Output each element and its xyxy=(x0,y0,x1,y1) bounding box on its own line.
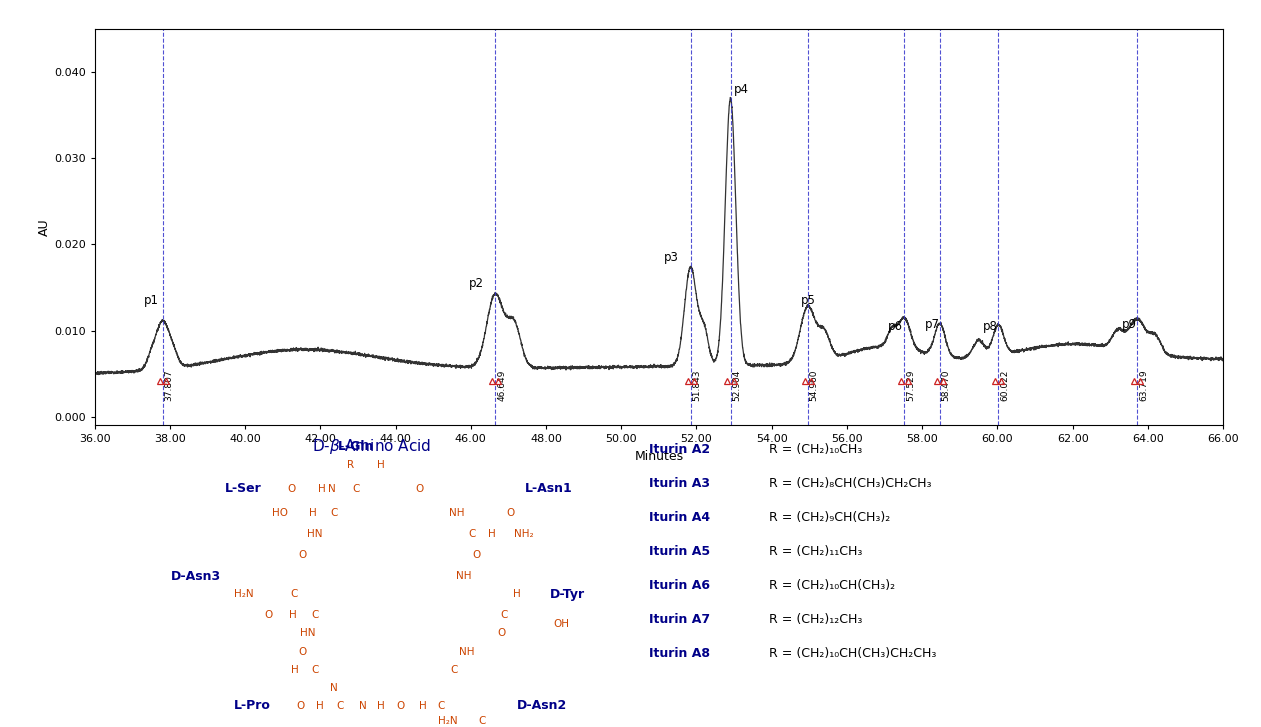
Text: H: H xyxy=(377,701,385,711)
Text: C: C xyxy=(290,590,298,599)
Text: O: O xyxy=(299,646,306,656)
Text: p9: p9 xyxy=(1122,318,1137,331)
Text: H: H xyxy=(377,459,385,470)
Text: D-Asn3: D-Asn3 xyxy=(170,570,221,582)
Text: R = (CH₂)₁₀CH(CH₃)₂: R = (CH₂)₁₀CH(CH₃)₂ xyxy=(769,579,895,593)
Text: p5: p5 xyxy=(801,294,816,308)
Text: O: O xyxy=(296,701,304,711)
Text: L-Gln: L-Gln xyxy=(338,440,373,453)
Text: Iturin A3: Iturin A3 xyxy=(649,477,710,490)
Text: p2: p2 xyxy=(469,277,484,290)
Text: N: N xyxy=(359,701,367,711)
Text: D-Tyr: D-Tyr xyxy=(550,587,585,601)
Text: H: H xyxy=(318,483,325,494)
Text: C: C xyxy=(311,664,319,675)
Text: p8: p8 xyxy=(984,320,999,333)
Text: p4: p4 xyxy=(734,84,749,96)
Text: H: H xyxy=(289,611,296,620)
Text: H: H xyxy=(291,664,299,675)
Text: D-$\beta$-Amino Acid: D-$\beta$-Amino Acid xyxy=(313,438,431,457)
Text: C: C xyxy=(337,701,344,711)
Text: 37.807: 37.807 xyxy=(164,369,174,401)
Text: N: N xyxy=(330,683,338,693)
Text: L-Ser: L-Ser xyxy=(224,482,262,495)
Text: C: C xyxy=(468,529,475,539)
Text: C: C xyxy=(352,483,359,494)
Text: 46.649: 46.649 xyxy=(497,369,506,401)
Text: O: O xyxy=(416,483,424,494)
Text: 63.719: 63.719 xyxy=(1139,369,1149,401)
Text: C: C xyxy=(438,701,445,711)
Text: H: H xyxy=(317,701,324,711)
Text: R = (CH₂)₁₂CH₃: R = (CH₂)₁₂CH₃ xyxy=(769,614,863,627)
Text: p6: p6 xyxy=(888,320,903,333)
Text: L-Asn1: L-Asn1 xyxy=(525,482,572,495)
Text: NH₂: NH₂ xyxy=(513,529,533,539)
Text: Iturin A2: Iturin A2 xyxy=(649,443,710,456)
Text: 54.960: 54.960 xyxy=(810,369,818,401)
Text: HO: HO xyxy=(272,507,288,518)
Text: C: C xyxy=(478,716,485,726)
Text: O: O xyxy=(299,550,306,560)
Text: C: C xyxy=(450,664,458,675)
Text: NH: NH xyxy=(449,507,464,518)
X-axis label: Minutes: Minutes xyxy=(634,450,683,463)
Text: H: H xyxy=(419,701,426,711)
Text: p1: p1 xyxy=(144,294,159,308)
Text: NH: NH xyxy=(459,646,474,656)
Text: H: H xyxy=(309,507,317,518)
Text: O: O xyxy=(507,507,514,518)
Text: H: H xyxy=(488,529,496,539)
Text: R = (CH₂)₉CH(CH₃)₂: R = (CH₂)₉CH(CH₃)₂ xyxy=(769,511,890,524)
Text: R: R xyxy=(347,459,354,470)
Text: C: C xyxy=(501,611,508,620)
Text: R = (CH₂)₁₀CH(CH₃)CH₂CH₃: R = (CH₂)₁₀CH(CH₃)CH₂CH₃ xyxy=(769,648,937,661)
Text: O: O xyxy=(473,550,480,560)
Text: 51.843: 51.843 xyxy=(692,369,701,401)
Text: C: C xyxy=(311,611,319,620)
Text: Iturin A5: Iturin A5 xyxy=(649,545,710,558)
Text: C: C xyxy=(330,507,338,518)
Text: O: O xyxy=(265,611,272,620)
Text: L-Pro: L-Pro xyxy=(233,699,271,712)
Text: 60.022: 60.022 xyxy=(1000,369,1009,401)
Text: O: O xyxy=(498,628,506,638)
Text: R = (CH₂)₁₀CH₃: R = (CH₂)₁₀CH₃ xyxy=(769,443,863,456)
Text: Iturin A8: Iturin A8 xyxy=(649,648,710,661)
Text: O: O xyxy=(288,483,295,494)
Text: OH: OH xyxy=(554,619,569,630)
Text: R = (CH₂)₈CH(CH₃)CH₂CH₃: R = (CH₂)₈CH(CH₃)CH₂CH₃ xyxy=(769,477,932,490)
Text: O: O xyxy=(397,701,405,711)
Text: 57.529: 57.529 xyxy=(907,369,915,401)
Text: HN: HN xyxy=(300,628,315,638)
Text: HN: HN xyxy=(308,529,323,539)
Text: Iturin A4: Iturin A4 xyxy=(649,511,710,524)
Y-axis label: AU: AU xyxy=(38,218,50,236)
Text: N: N xyxy=(328,483,335,494)
Text: D-Asn2: D-Asn2 xyxy=(517,699,567,712)
Text: p3: p3 xyxy=(665,252,680,264)
Text: NH: NH xyxy=(456,571,472,581)
Text: p7: p7 xyxy=(924,318,939,331)
Text: Iturin A6: Iturin A6 xyxy=(649,579,710,593)
Text: H: H xyxy=(513,590,521,599)
Text: H₂N: H₂N xyxy=(233,590,253,599)
Text: R = (CH₂)₁₁CH₃: R = (CH₂)₁₁CH₃ xyxy=(769,545,863,558)
Text: 52.904: 52.904 xyxy=(733,369,741,401)
Text: Iturin A7: Iturin A7 xyxy=(649,614,710,627)
Text: 58.470: 58.470 xyxy=(942,369,951,401)
Text: H₂N: H₂N xyxy=(438,716,458,726)
